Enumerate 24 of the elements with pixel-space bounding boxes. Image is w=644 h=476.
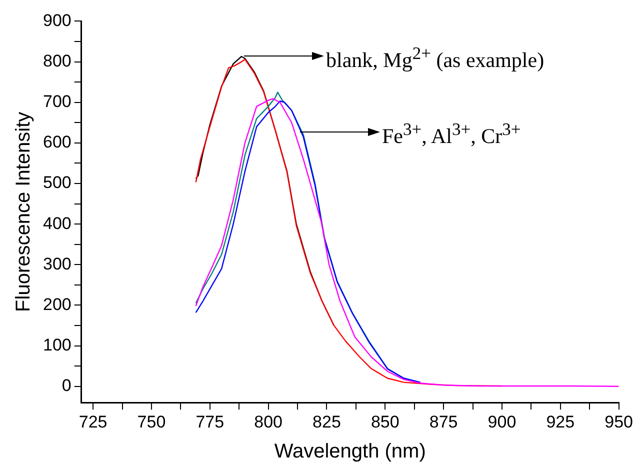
y-tick-label: 600: [42, 132, 72, 152]
y-axis-title: Fluorescence Intensity: [12, 112, 35, 312]
y-tick-label: 200: [42, 294, 72, 314]
x-tick-label: 875: [429, 412, 458, 432]
y-tick-label: 700: [42, 92, 72, 112]
x-tick-label: 825: [312, 412, 341, 432]
x-tick-label: 750: [137, 412, 166, 432]
x-tick-label: 900: [488, 412, 516, 432]
x-tick-label: 800: [254, 412, 282, 432]
y-tick-label: 0: [62, 376, 72, 396]
y-tick-label: 400: [42, 214, 72, 233]
y-tick-label: 300: [42, 254, 72, 274]
y-tick-label: 100: [42, 335, 72, 354]
x-tick-label: 925: [546, 412, 575, 432]
x-tick-label: 950: [604, 412, 634, 432]
x-tick-label: 725: [78, 412, 108, 432]
y-tick-label: 800: [42, 51, 72, 70]
annotation: blank, Mg$^{2+}$ (as example): [326, 42, 544, 73]
x-tick-label: 850: [370, 412, 400, 432]
x-tick-label: 775: [196, 412, 224, 432]
annotation: Fe$^{3+}$, Al$^{3+}$, Cr$^{3+}$: [382, 118, 521, 149]
y-tick-label: 900: [42, 10, 72, 30]
x-axis-title: Wavelength (nm): [274, 440, 426, 463]
y-tick-label: 500: [42, 173, 72, 192]
